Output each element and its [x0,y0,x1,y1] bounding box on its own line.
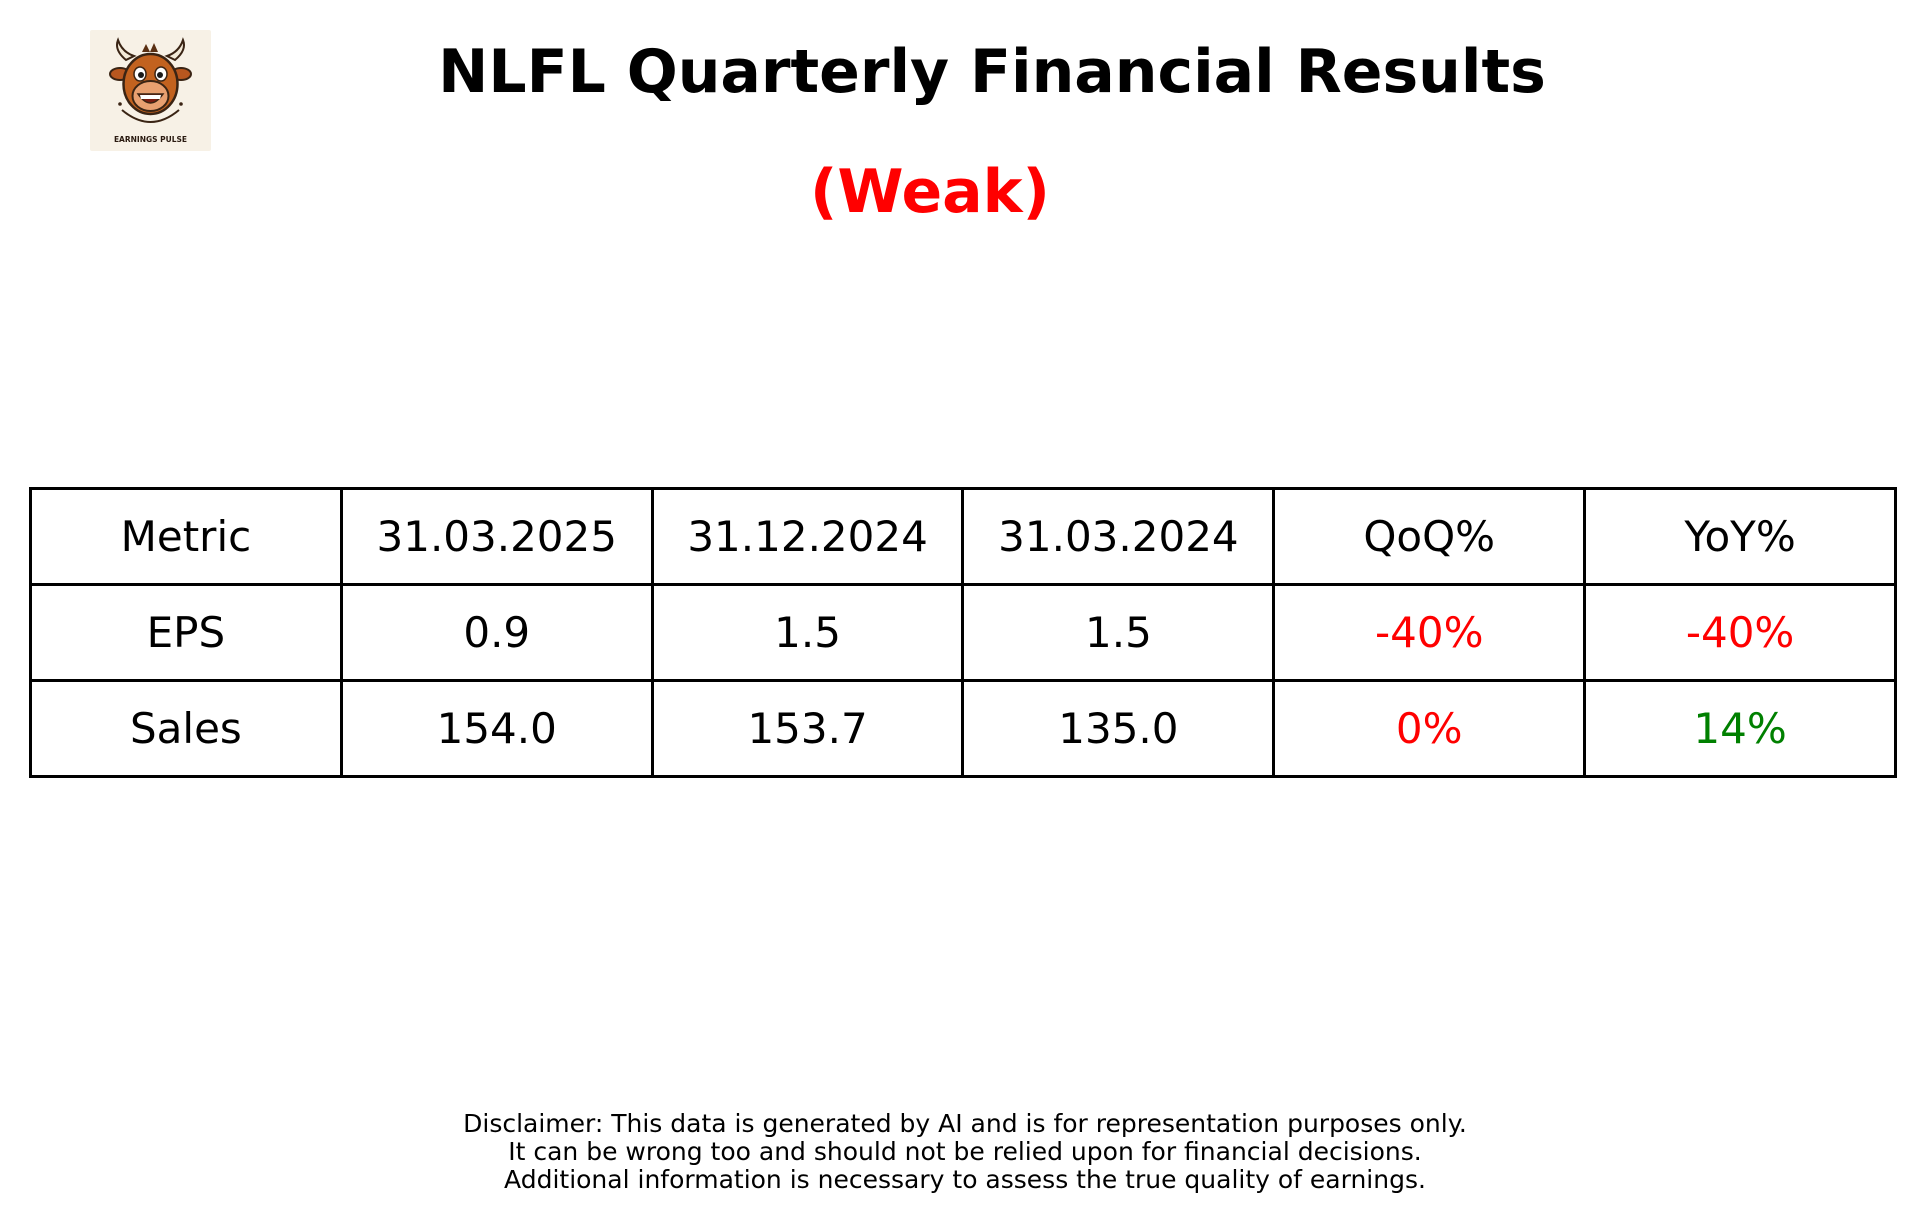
metric-label: EPS [29,583,343,682]
column-header: YoY% [1583,487,1897,586]
column-header: Metric [29,487,343,586]
table-cell: 1.5 [650,583,965,682]
table-row: Sales 154.0 153.7 135.0 0% 14% [29,679,1897,778]
page-title: NLFL Quarterly Financial Results [438,37,1546,107]
metric-label: Sales [29,679,343,778]
disclaimer-line: It can be wrong too and should not be re… [508,1137,1422,1166]
rating-label: (Weak) [810,157,1050,227]
column-header: 31.03.2024 [961,487,1276,586]
results-table: Metric 31.03.2025 31.12.2024 31.03.2024 QoQ%… [29,487,1897,778]
table-cell: 0.9 [339,583,654,682]
earnings-pulse-logo: EARNINGS PULSE [90,30,211,151]
table-cell: 0% [1272,679,1587,778]
logo-text: EARNINGS PULSE [114,135,187,144]
table-header-row: Metric 31.03.2025 31.12.2024 31.03.2024 QoQ%… [29,487,1897,586]
table-cell: -40% [1583,583,1897,682]
disclaimer-line: Disclaimer: This data is generated by AI… [463,1109,1467,1138]
disclaimer-line: Additional information is necessary to a… [504,1165,1426,1194]
table-cell: 153.7 [650,679,965,778]
disclaimer: Disclaimer: This data is generated by AI… [0,1110,1919,1194]
table-cell: 135.0 [961,679,1276,778]
table-cell: 1.5 [961,583,1276,682]
column-header: 31.12.2024 [650,487,965,586]
table-row: EPS 0.9 1.5 1.5 -40% -40% [29,583,1897,682]
table-cell: 14% [1583,679,1897,778]
table-cell: 154.0 [339,679,654,778]
column-header: QoQ% [1272,487,1587,586]
table-cell: -40% [1272,583,1587,682]
bull-mascot-icon: EARNINGS PULSE [109,37,192,144]
column-header: 31.03.2025 [339,487,654,586]
